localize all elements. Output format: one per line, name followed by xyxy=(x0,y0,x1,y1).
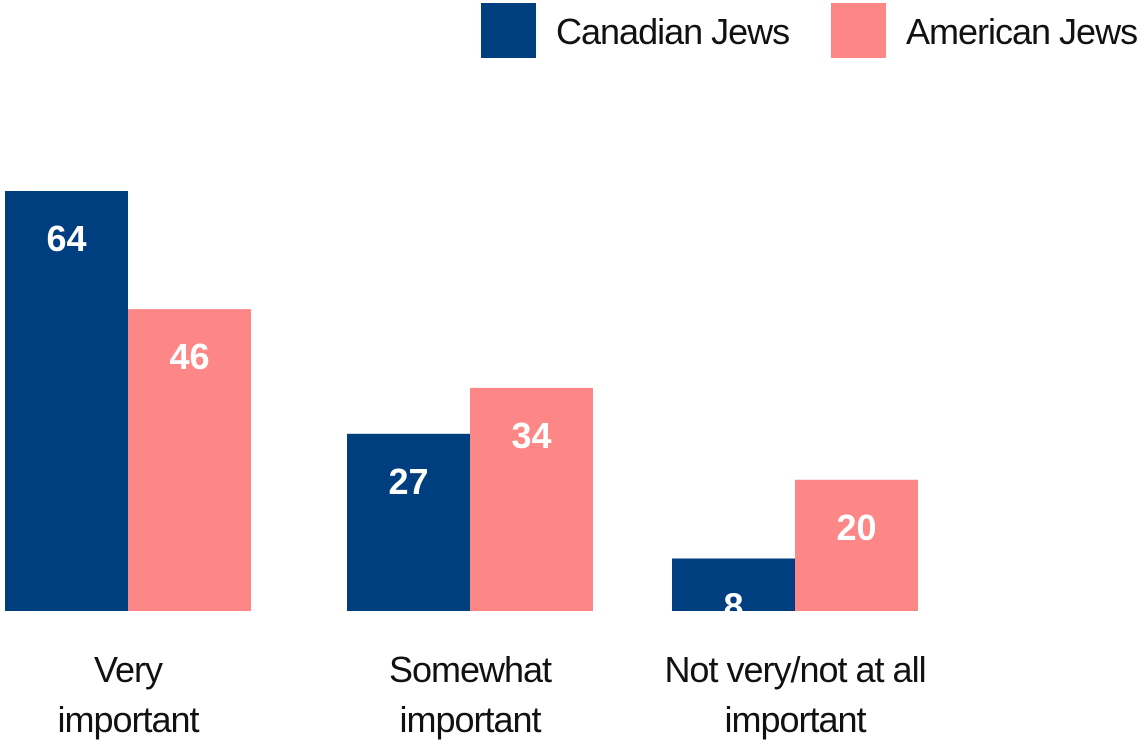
value-label: 46 xyxy=(169,336,209,377)
legend-label: Canadian Jews xyxy=(556,11,789,52)
legend-swatch xyxy=(481,3,536,58)
category-label: Not very/not at all important xyxy=(664,649,926,740)
bar xyxy=(795,479,918,611)
value-label: 34 xyxy=(511,415,551,456)
value-label: 64 xyxy=(46,218,86,259)
bar xyxy=(672,558,795,611)
value-label: 8 xyxy=(723,586,743,627)
value-label: 20 xyxy=(836,507,876,548)
category-label: Very important xyxy=(57,649,199,740)
bar xyxy=(5,191,128,611)
bar xyxy=(470,387,593,611)
legend-swatch xyxy=(831,3,886,58)
bar xyxy=(128,309,251,611)
legend-label: American Jews xyxy=(906,11,1137,52)
category-label: Somewhat important xyxy=(388,649,552,740)
bar xyxy=(347,433,470,611)
value-label: 27 xyxy=(388,461,428,502)
